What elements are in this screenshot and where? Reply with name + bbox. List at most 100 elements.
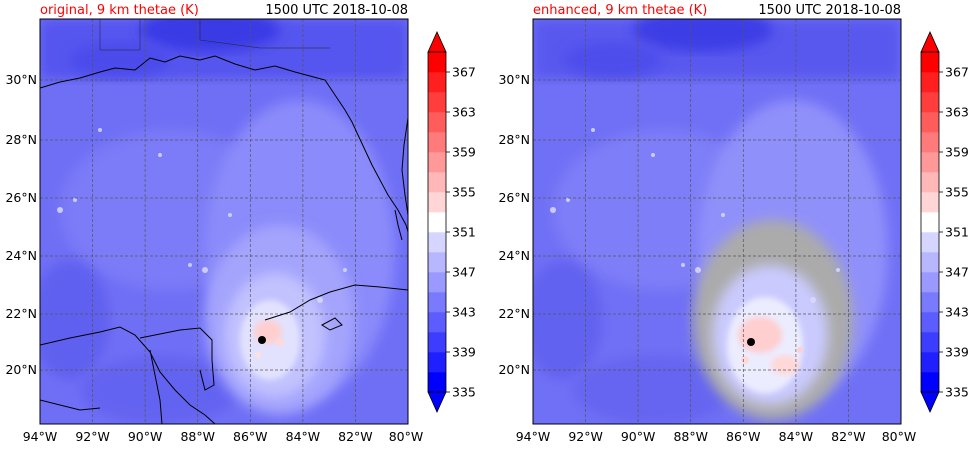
- colorbar-segment: [428, 272, 446, 293]
- lon-label: 80°W: [882, 429, 917, 444]
- lat-label: 22°N: [498, 306, 530, 321]
- coastline: [40, 55, 408, 424]
- colorbar-segment: [428, 232, 446, 253]
- panel-title: original, 9 km thetae (K): [40, 3, 199, 18]
- colorbar-segment: [428, 252, 446, 273]
- colorbar-segment: [428, 212, 446, 233]
- colorbar-tick-label: 367: [945, 65, 969, 80]
- colorbar-segment: [428, 52, 446, 73]
- lon-label: 80°W: [389, 429, 424, 444]
- lon-label: 82°W: [338, 429, 373, 444]
- lat-label: 30°N: [498, 72, 530, 87]
- borders: [99, 19, 330, 51]
- map-frame: [532, 18, 902, 425]
- lon-label: 94°W: [516, 429, 551, 444]
- colorbar-tick-label: 359: [452, 145, 476, 160]
- colorbar-segment: [921, 212, 939, 233]
- lon-label: 90°W: [128, 429, 163, 444]
- lat-label: 24°N: [498, 248, 530, 263]
- colorbar-segment: [921, 52, 939, 73]
- gridlines: [533, 19, 901, 424]
- colorbar-segment: [921, 372, 939, 393]
- colorbar-segment: [921, 252, 939, 273]
- colorbar-segment: [428, 172, 446, 193]
- lon-label: 82°W: [831, 429, 866, 444]
- colorbar-segment: [428, 132, 446, 153]
- colorbar-segment: [921, 92, 939, 113]
- colorbar-segment: [921, 312, 939, 333]
- lon-label: 88°W: [673, 429, 708, 444]
- colorbar-segment: [921, 72, 939, 93]
- colorbar-segment: [921, 132, 939, 153]
- panel-timestamp: 1500 UTC 2018-10-08: [758, 3, 901, 18]
- colorbar-tick-label: 343: [945, 305, 969, 320]
- lat-label: 20°N: [5, 362, 37, 377]
- colorbar-segment: [921, 232, 939, 253]
- lat-labels: 20°N 22°N 24°N 26°N 28°N 30°N: [498, 72, 530, 377]
- colorbar-tick-label: 347: [945, 265, 969, 280]
- gridlines: [40, 19, 408, 424]
- colorbar-tick-label: 363: [945, 105, 969, 120]
- colorbar-segment: [428, 92, 446, 113]
- panel-timestamp: 1500 UTC 2018-10-08: [265, 3, 408, 18]
- colorbar-tick-label: 351: [452, 225, 476, 240]
- colorbar-segment: [921, 292, 939, 313]
- colorbar-segment: [428, 332, 446, 353]
- colorbar-tick-label: 339: [945, 345, 969, 360]
- thetae-field: [533, 19, 901, 424]
- map-frame: [39, 18, 409, 425]
- lon-labels: 94°W 92°W 90°W 88°W 86°W 84°W 82°W 80°W: [516, 429, 917, 444]
- colorbar-tick-label: 339: [452, 345, 476, 360]
- colorbar-tick-label: 335: [452, 385, 476, 400]
- colorbar-extend-max: [920, 31, 940, 53]
- lon-label: 86°W: [726, 429, 761, 444]
- colorbar: 335 339 343 347 351 355 359 363 367: [427, 31, 476, 413]
- colorbar-segment: [428, 292, 446, 313]
- colorbar-segment: [428, 72, 446, 93]
- lat-label: 26°N: [5, 190, 37, 205]
- colorbar-tick-label: 359: [945, 145, 969, 160]
- lat-label: 30°N: [5, 72, 37, 87]
- lat-label: 28°N: [498, 132, 530, 147]
- colorbar-tick-label: 351: [945, 225, 969, 240]
- colorbar: 335 339 343 347 351 355 359 363 367: [920, 31, 969, 413]
- colorbar-tick-label: 355: [945, 185, 969, 200]
- colorbar-segment: [921, 172, 939, 193]
- colorbar-tick-label: 363: [452, 105, 476, 120]
- lat-label: 24°N: [5, 248, 37, 263]
- lon-label: 86°W: [233, 429, 268, 444]
- colorbar-segment: [428, 352, 446, 373]
- lat-labels: 20°N 22°N 24°N 26°N 28°N 30°N: [5, 72, 37, 377]
- colorbar-segment: [428, 192, 446, 213]
- colorbar-tick-label: 355: [452, 185, 476, 200]
- colorbar-segment: [921, 152, 939, 173]
- thetae-field: [40, 19, 408, 424]
- colorbar-segment: [921, 272, 939, 293]
- lon-label: 84°W: [779, 429, 814, 444]
- colorbar-extend-max: [427, 31, 447, 53]
- colorbar-extend-min: [427, 391, 447, 413]
- colorbar-segment: [921, 332, 939, 353]
- lon-labels: 94°W 92°W 90°W 88°W 86°W 84°W 82°W 80°W: [23, 429, 424, 444]
- colorbar-tick-label: 347: [452, 265, 476, 280]
- colorbar-segment: [921, 352, 939, 373]
- colorbar-segment: [428, 372, 446, 393]
- lat-label: 28°N: [5, 132, 37, 147]
- lon-label: 92°W: [75, 429, 110, 444]
- colorbar-tick-label: 343: [452, 305, 476, 320]
- storm-center-marker: [747, 338, 755, 346]
- lon-label: 92°W: [568, 429, 603, 444]
- storm-center-marker: [258, 336, 266, 344]
- colorbar-segment: [921, 112, 939, 133]
- panel-title: enhanced, 9 km thetae (K): [533, 3, 707, 18]
- lon-label: 88°W: [180, 429, 215, 444]
- lat-label: 20°N: [498, 362, 530, 377]
- colorbar-segment: [428, 312, 446, 333]
- lat-label: 22°N: [5, 306, 37, 321]
- colorbar-tick-label: 367: [452, 65, 476, 80]
- lon-label: 94°W: [23, 429, 58, 444]
- panel-original: original, 9 km thetae (K) 1500 UTC 2018-…: [5, 3, 475, 444]
- colorbar-segment: [428, 112, 446, 133]
- lon-label: 84°W: [286, 429, 321, 444]
